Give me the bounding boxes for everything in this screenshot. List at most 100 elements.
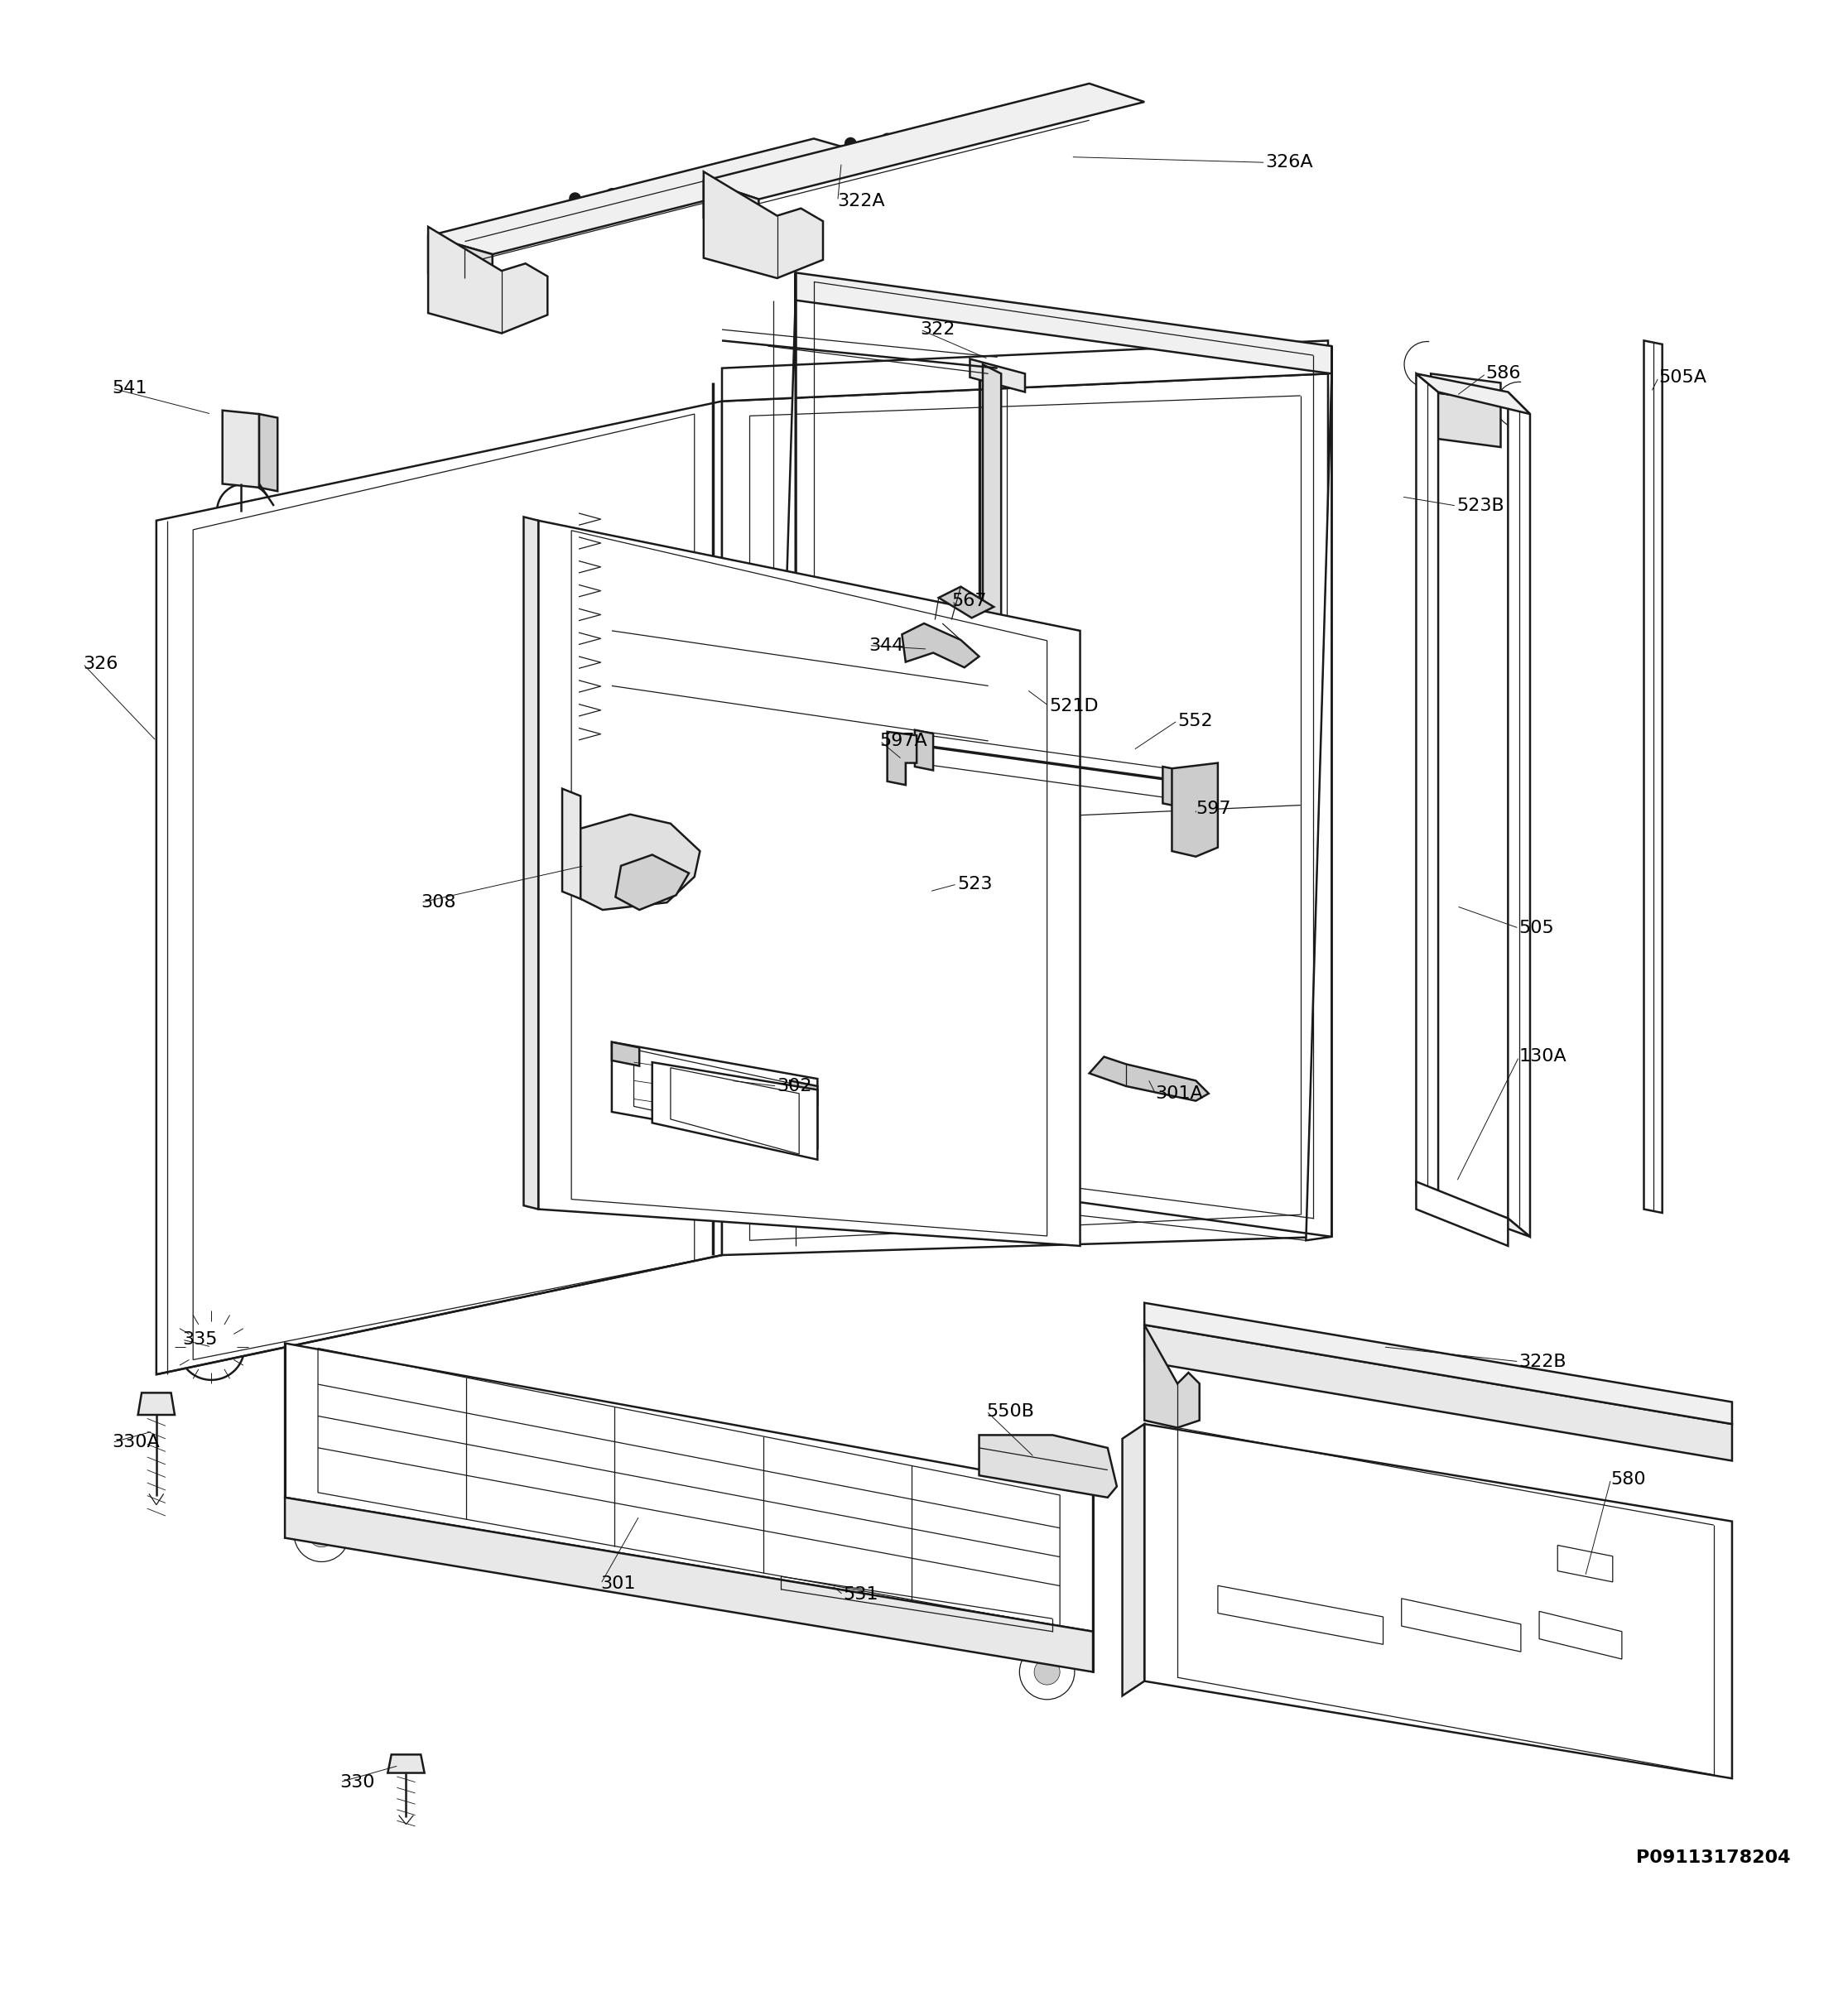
Circle shape xyxy=(992,120,1003,132)
Polygon shape xyxy=(1122,1423,1144,1697)
Text: 322A: 322A xyxy=(837,194,885,210)
Polygon shape xyxy=(723,341,1329,401)
Polygon shape xyxy=(1416,373,1530,413)
Polygon shape xyxy=(915,731,933,770)
Polygon shape xyxy=(887,733,917,784)
Text: 130A: 130A xyxy=(1519,1048,1567,1066)
Polygon shape xyxy=(1144,1325,1199,1427)
Polygon shape xyxy=(615,854,689,910)
Text: 523: 523 xyxy=(957,876,992,892)
Circle shape xyxy=(643,184,654,196)
Circle shape xyxy=(881,134,893,144)
Circle shape xyxy=(918,130,930,140)
Polygon shape xyxy=(285,1343,1092,1631)
Text: 326: 326 xyxy=(83,655,118,673)
Polygon shape xyxy=(1508,391,1530,1238)
Text: 505A: 505A xyxy=(1660,369,1706,385)
Circle shape xyxy=(845,138,856,150)
Polygon shape xyxy=(285,1497,1092,1673)
Text: P09113178204: P09113178204 xyxy=(1637,1848,1791,1866)
Text: 580: 580 xyxy=(1611,1471,1647,1487)
Polygon shape xyxy=(1307,345,1332,1240)
Text: 541: 541 xyxy=(113,379,148,397)
Text: 521D: 521D xyxy=(1050,699,1098,715)
Text: 330: 330 xyxy=(340,1774,375,1790)
Text: 330A: 330A xyxy=(113,1433,161,1451)
Circle shape xyxy=(680,180,691,192)
Polygon shape xyxy=(429,228,547,333)
Text: 597A: 597A xyxy=(880,733,928,748)
Polygon shape xyxy=(1416,1186,1530,1238)
Polygon shape xyxy=(1144,1325,1732,1461)
Polygon shape xyxy=(704,172,822,277)
Circle shape xyxy=(717,176,728,186)
Polygon shape xyxy=(259,413,277,491)
Text: 586: 586 xyxy=(1486,365,1521,381)
Text: 344: 344 xyxy=(869,637,904,655)
Circle shape xyxy=(606,188,617,200)
Circle shape xyxy=(955,126,967,136)
Text: 552: 552 xyxy=(1177,713,1212,729)
Polygon shape xyxy=(983,365,1002,691)
Circle shape xyxy=(1016,679,1039,701)
Polygon shape xyxy=(1430,391,1501,447)
Polygon shape xyxy=(1162,766,1181,806)
Polygon shape xyxy=(523,517,538,1210)
Polygon shape xyxy=(1645,341,1661,1214)
Text: 301: 301 xyxy=(601,1575,636,1593)
Circle shape xyxy=(1020,1645,1074,1699)
Polygon shape xyxy=(1416,1182,1508,1246)
Circle shape xyxy=(1035,1659,1061,1685)
Circle shape xyxy=(179,1313,244,1379)
Polygon shape xyxy=(704,182,760,236)
Circle shape xyxy=(881,868,930,916)
Polygon shape xyxy=(970,359,1026,391)
Text: 567: 567 xyxy=(952,593,987,609)
Polygon shape xyxy=(769,273,795,1192)
Polygon shape xyxy=(538,521,1079,1246)
Polygon shape xyxy=(139,1393,176,1415)
Circle shape xyxy=(569,194,580,204)
Polygon shape xyxy=(652,1062,817,1160)
Circle shape xyxy=(894,880,917,902)
Ellipse shape xyxy=(1236,461,1273,531)
Polygon shape xyxy=(1430,373,1501,401)
Text: 322: 322 xyxy=(920,321,955,337)
Polygon shape xyxy=(704,84,1144,200)
Text: 302: 302 xyxy=(776,1078,813,1094)
Polygon shape xyxy=(1416,373,1438,1204)
Circle shape xyxy=(309,1521,334,1547)
Text: 308: 308 xyxy=(421,894,456,910)
Text: 326A: 326A xyxy=(1266,154,1314,172)
Circle shape xyxy=(294,1507,349,1561)
Polygon shape xyxy=(1144,1303,1732,1423)
Polygon shape xyxy=(222,411,259,487)
Circle shape xyxy=(918,898,941,920)
Text: 523B: 523B xyxy=(1456,497,1504,515)
Polygon shape xyxy=(1088,1056,1209,1102)
Polygon shape xyxy=(388,1754,425,1772)
Polygon shape xyxy=(902,623,979,667)
Polygon shape xyxy=(979,1435,1116,1497)
Circle shape xyxy=(906,886,954,934)
Polygon shape xyxy=(565,814,700,910)
Text: 597: 597 xyxy=(1196,800,1231,816)
Polygon shape xyxy=(562,788,580,898)
Text: 531: 531 xyxy=(843,1587,878,1603)
Polygon shape xyxy=(939,587,994,619)
Text: 550B: 550B xyxy=(987,1403,1035,1419)
Polygon shape xyxy=(1172,762,1218,856)
Polygon shape xyxy=(1144,1423,1732,1778)
Polygon shape xyxy=(612,1042,639,1066)
Polygon shape xyxy=(429,236,492,291)
Text: 301A: 301A xyxy=(1155,1086,1203,1102)
Text: 335: 335 xyxy=(183,1331,218,1347)
Polygon shape xyxy=(157,401,723,1375)
Polygon shape xyxy=(789,1080,817,1104)
Polygon shape xyxy=(795,273,1332,373)
Polygon shape xyxy=(612,1042,817,1148)
Polygon shape xyxy=(723,373,1329,1255)
Polygon shape xyxy=(429,138,878,253)
Text: 322B: 322B xyxy=(1519,1353,1567,1369)
Text: 505: 505 xyxy=(1519,920,1554,936)
